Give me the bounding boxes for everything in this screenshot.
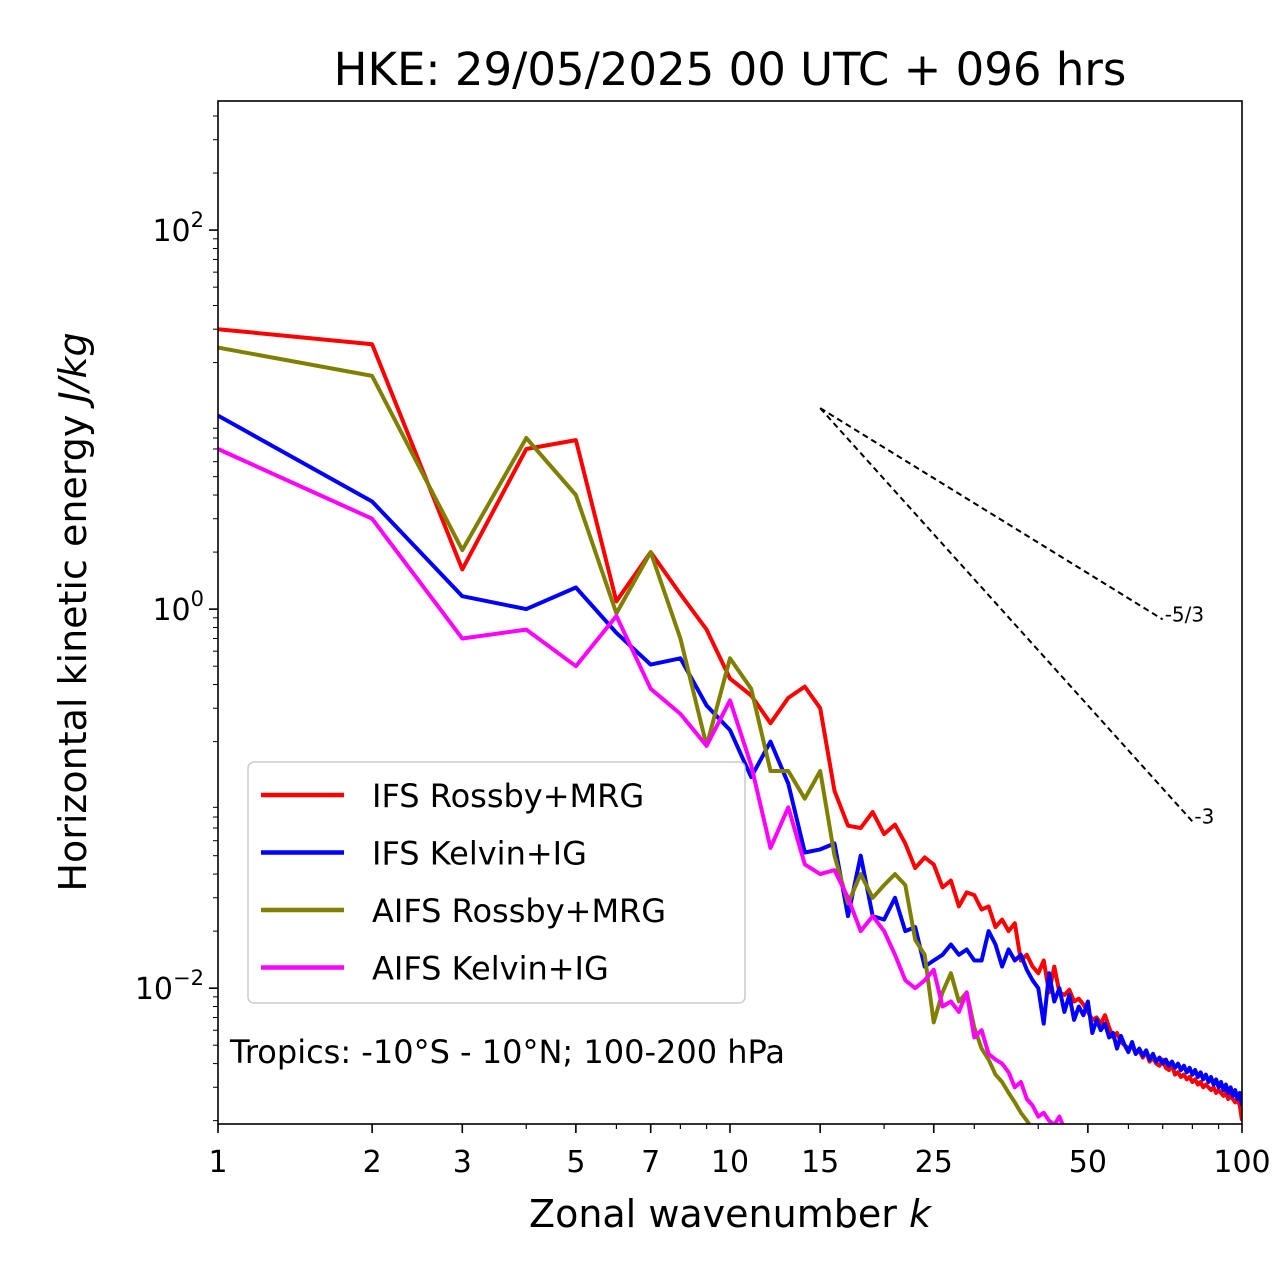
x-axis-title: Zonal wavenumber k	[529, 1192, 933, 1236]
x-tick-label: 15	[801, 1145, 839, 1180]
x-tick-label: 7	[641, 1145, 660, 1180]
y-tick-label: 10−2	[135, 966, 204, 1007]
series-line-3	[218, 447, 1065, 1124]
y-axis-title: Horizontal kinetic energy J/kg	[51, 332, 95, 891]
y-tick-label: 100	[152, 587, 204, 628]
legend-label: IFS Rossby+MRG	[372, 777, 644, 815]
x-axis-title-var: k	[909, 1192, 933, 1236]
x-tick-label: 5	[566, 1145, 585, 1180]
slope-label: -5/3	[1165, 602, 1204, 626]
reference-slopes: -5/3 -3	[819, 407, 1214, 828]
legend-label: AIFS Kelvin+IG	[372, 950, 609, 988]
x-tick-label: 50	[1069, 1145, 1107, 1180]
chart-title: HKE: 29/05/2025 00 UTC + 096 hrs	[334, 43, 1127, 96]
legend-label: IFS Kelvin+IG	[372, 835, 587, 873]
x-tick-label: 100	[1213, 1145, 1270, 1180]
x-tick-label: 10	[711, 1145, 749, 1180]
axis-ticks: 1 2 3 5 7 10 15 25 50 100 10−2 100 102	[135, 115, 1271, 1180]
y-tick-label: 102	[152, 208, 204, 249]
x-axis-title-text: Zonal wavenumber	[529, 1192, 897, 1236]
y-axis-title-unit: J/kg	[51, 332, 95, 409]
legend-label: AIFS Rossby+MRG	[372, 892, 666, 930]
x-tick-label: 3	[453, 1145, 472, 1180]
slope-label: -3	[1194, 804, 1214, 828]
y-axis-title-text: Horizontal kinetic energy	[51, 415, 95, 892]
slope-line	[819, 407, 1164, 621]
legend-items: IFS Rossby+MRG IFS Kelvin+IG AIFS Rossby+M…	[261, 777, 666, 988]
slope-line	[819, 407, 1194, 823]
x-tick-label: 1	[208, 1145, 227, 1180]
series-lines	[218, 327, 1242, 1124]
x-tick-label: 2	[363, 1145, 382, 1180]
x-tick-label: 25	[915, 1145, 953, 1180]
plot-frame	[217, 100, 1243, 1125]
legend: IFS Rossby+MRG IFS Kelvin+IG AIFS Rossby+M…	[247, 761, 746, 1004]
series-line-2	[218, 345, 1032, 1124]
legend-box	[247, 761, 746, 1004]
region-annotation: Tropics: -10°S - 10°N; 100-200 hPa	[229, 1033, 785, 1071]
